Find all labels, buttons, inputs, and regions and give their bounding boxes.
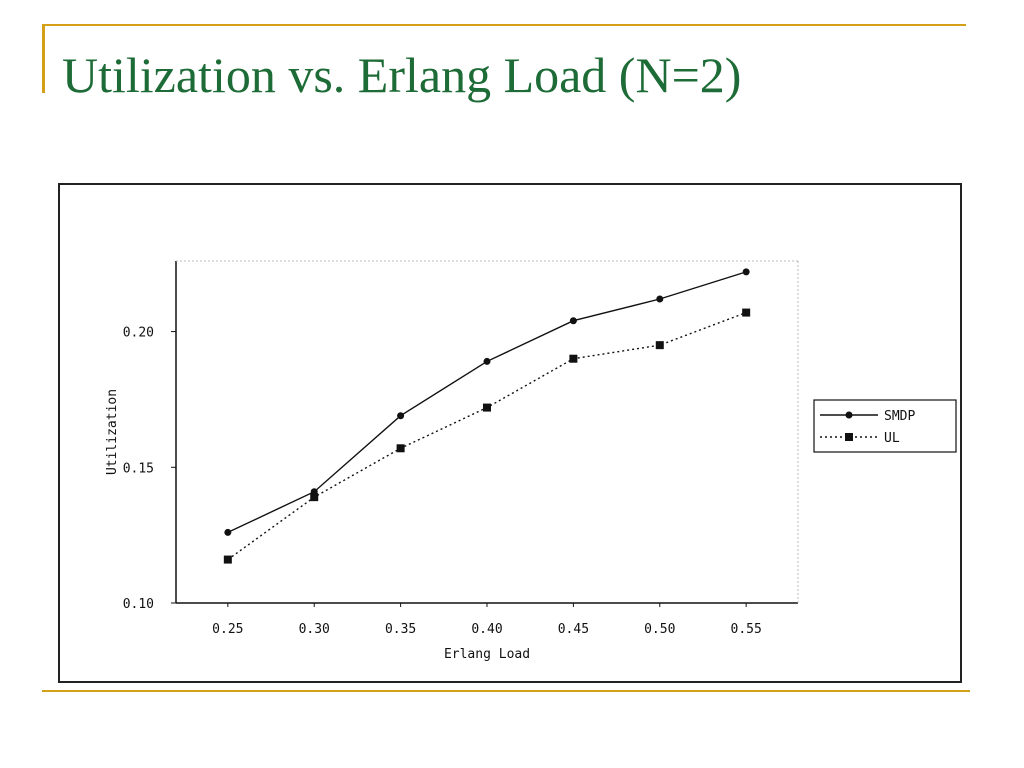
x-tick-label: 0.25	[212, 622, 243, 637]
legend-box	[813, 399, 957, 453]
legend-marker-ul	[845, 433, 853, 441]
x-tick-label: 0.30	[299, 622, 330, 637]
y-tick-label: 0.10	[123, 597, 154, 612]
point-ul	[655, 341, 664, 350]
x-axis-title: Erlang Load	[444, 647, 530, 662]
x-tick-label: 0.35	[385, 622, 416, 637]
point-ul	[742, 308, 751, 317]
footer-accent-rule	[42, 690, 970, 692]
point-smdp	[397, 412, 405, 420]
point-ul	[483, 403, 491, 412]
legend-label-smdp: SMDP	[884, 409, 915, 424]
x-tick-label: 0.55	[731, 622, 762, 637]
slide-title: Utilization vs. Erlang Load (N=2)	[62, 47, 742, 103]
y-tick-label: 0.15	[123, 461, 154, 476]
line-chart: 0.10 0.15 0.20 0.25 0.30 0.35 0.40 0.45 0.50 0.55…	[58, 183, 962, 683]
legend-label-ul: UL	[884, 431, 900, 446]
point-smdp	[656, 295, 664, 303]
point-smdp	[569, 317, 577, 325]
x-tick-label: 0.45	[558, 622, 589, 637]
x-tick-label: 0.40	[471, 622, 502, 637]
point-smdp	[742, 268, 750, 276]
point-ul	[310, 493, 319, 502]
point-smdp	[224, 528, 232, 536]
point-ul	[396, 444, 405, 453]
title-accent-bar	[42, 26, 45, 93]
y-axis-title: Utilization	[105, 389, 120, 475]
x-tick-label: 0.50	[644, 622, 675, 637]
point-smdp	[483, 357, 491, 365]
y-tick-label: 0.20	[123, 326, 154, 341]
point-ul	[569, 354, 578, 363]
chart-border	[58, 183, 962, 683]
title-accent-top-rule	[42, 24, 966, 26]
chart-frame: 0.10 0.15 0.20 0.25 0.30 0.35 0.40 0.45 0.50 0.55…	[58, 183, 962, 683]
legend-marker-smdp	[845, 411, 853, 419]
point-ul	[223, 555, 232, 564]
